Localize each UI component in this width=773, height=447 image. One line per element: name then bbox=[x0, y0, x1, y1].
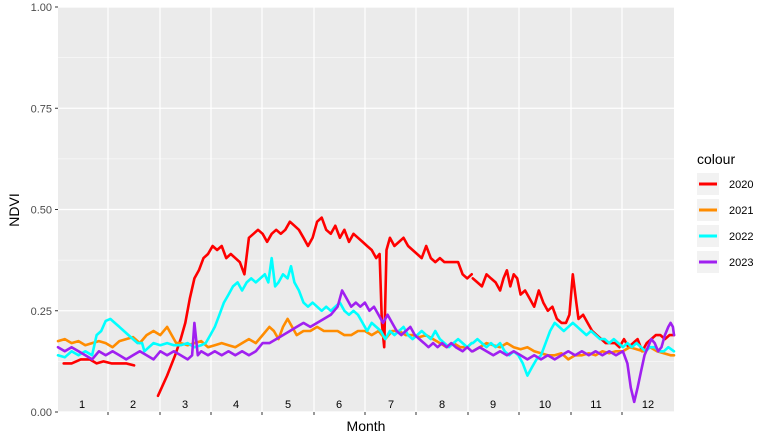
legend: colour 2020 2021 2022 2023 bbox=[697, 151, 753, 273]
month-label: 10 bbox=[539, 399, 551, 411]
month-label: 9 bbox=[490, 399, 496, 411]
series-2020 bbox=[62, 216, 676, 398]
y-tick-label: 0.75 bbox=[31, 103, 52, 115]
series-line bbox=[156, 216, 473, 398]
y-tick-label: 1.00 bbox=[31, 2, 52, 14]
series-line bbox=[62, 358, 136, 367]
month-label: 6 bbox=[336, 399, 342, 411]
legend-label: 2020 bbox=[729, 179, 753, 191]
series-layer bbox=[56, 216, 676, 404]
y-tick-label: 0.25 bbox=[31, 306, 52, 318]
month-label: 11 bbox=[590, 399, 601, 411]
series-line bbox=[56, 289, 473, 361]
y-tick-label: 0.00 bbox=[31, 407, 52, 419]
axis-layer: 0.000.250.500.751.001 2 3 4 5 6 7 8 9 10 11 12 bbox=[31, 2, 655, 419]
month-label: 1 bbox=[79, 399, 85, 411]
series-line bbox=[471, 321, 676, 377]
month-label: 8 bbox=[439, 399, 445, 411]
y-axis-title: NDVI bbox=[6, 193, 22, 226]
legend-label: 2021 bbox=[729, 205, 753, 217]
x-axis-title: Month bbox=[347, 418, 386, 434]
month-label: 2 bbox=[130, 399, 136, 411]
series-line bbox=[471, 269, 676, 353]
month-label: 5 bbox=[285, 399, 291, 411]
month-label: 4 bbox=[233, 399, 239, 411]
month-label: 12 bbox=[642, 399, 654, 411]
series-2023 bbox=[56, 289, 676, 404]
month-label: 7 bbox=[388, 399, 394, 411]
legend-title: colour bbox=[697, 151, 735, 167]
y-tick-label: 0.50 bbox=[31, 205, 52, 217]
series-line bbox=[471, 321, 676, 404]
month-label: 3 bbox=[182, 399, 188, 411]
legend-label: 2023 bbox=[729, 257, 753, 269]
legend-label: 2022 bbox=[729, 231, 753, 243]
